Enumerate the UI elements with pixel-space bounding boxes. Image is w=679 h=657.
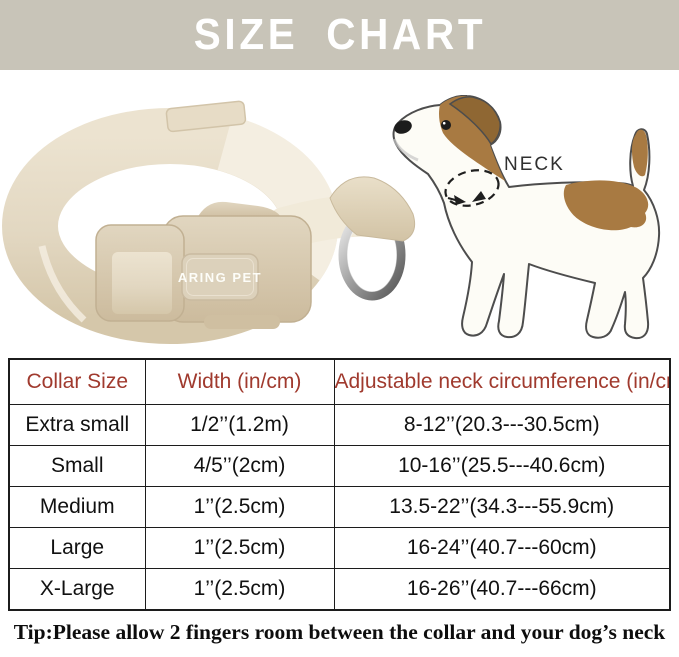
table-header-row: Collar Size Width (in/cm) Adjustable nec… xyxy=(8,358,671,405)
eye-glint xyxy=(442,121,446,125)
neck-arrow-icon xyxy=(472,191,486,202)
header-width: Width (in/cm) xyxy=(144,358,335,405)
table-row: Small 4/5’’(2cm) 10-16’’(25.5---40.6cm) xyxy=(8,445,671,487)
cell-width: 1’’(2.5cm) xyxy=(144,527,335,569)
hero-section: ARING PET xyxy=(0,70,679,358)
size-chart-banner: SIZE CHART xyxy=(0,0,679,70)
back-patch xyxy=(563,180,649,231)
table-row: Medium 1’’(2.5cm) 13.5-22’’(34.3---55.9c… xyxy=(8,486,671,528)
cell-size: X-Large xyxy=(8,568,146,611)
header-neck-circumference: Adjustable neck circumference (in/cm) xyxy=(333,358,671,405)
collar-fold xyxy=(329,176,416,242)
collar-keeper xyxy=(165,100,247,133)
buckle-male xyxy=(95,224,185,322)
header-collar-size: Collar Size xyxy=(8,358,146,405)
cell-neck: 13.5-22’’(34.3---55.9cm) xyxy=(333,486,671,528)
webbing-edge-highlight xyxy=(38,245,87,323)
neck-arrow-icon-2 xyxy=(454,195,466,205)
tip-text: Tip:Please allow 2 fingers room between … xyxy=(13,620,666,644)
collar-photo: ARING PET xyxy=(2,100,416,344)
cell-neck: 16-24’’(40.7---60cm) xyxy=(333,527,671,569)
muzzle-shading xyxy=(392,138,419,162)
dog-eye xyxy=(441,120,451,130)
size-table-wrap: Collar Size Width (in/cm) Adjustable nec… xyxy=(8,358,671,611)
neck-measure-circle xyxy=(444,169,500,207)
dog-ear xyxy=(448,96,501,146)
table-row: X-Large 1’’(2.5cm) 16-26’’(40.7---66cm) xyxy=(8,568,671,611)
cell-width: 4/5’’(2cm) xyxy=(144,445,335,487)
brand-label: ARING PET xyxy=(178,270,262,285)
neck-label: NECK xyxy=(504,154,565,175)
cell-size: Medium xyxy=(8,486,146,528)
cell-neck: 10-16’’(25.5---40.6cm) xyxy=(333,445,671,487)
cell-size: Large xyxy=(8,527,146,569)
cell-size: Small xyxy=(8,445,146,487)
size-table: Collar Size Width (in/cm) Adjustable nec… xyxy=(8,358,671,611)
dog-illustration: NECK xyxy=(392,95,661,340)
cell-width: 1’’(2.5cm) xyxy=(144,568,335,611)
table-row: Extra small 1/2’’(1.2m) 8-12’’(20.3---30… xyxy=(8,404,671,446)
cell-neck: 8-12’’(20.3---30.5cm) xyxy=(333,404,671,446)
cell-neck: 16-26’’(40.7---66cm) xyxy=(333,568,671,611)
cell-size: Extra small xyxy=(8,404,146,446)
brand-plate: ARING PET xyxy=(178,253,262,301)
tail-patch xyxy=(631,129,648,177)
table-row: Large 1’’(2.5cm) 16-24’’(40.7---60cm) xyxy=(8,527,671,569)
cell-width: 1’’(2.5cm) xyxy=(144,486,335,528)
dog-outline xyxy=(392,95,661,340)
page-title: SIZE CHART xyxy=(193,10,486,59)
cell-width: 1/2’’(1.2m) xyxy=(144,404,335,446)
dog-nose xyxy=(394,120,412,134)
